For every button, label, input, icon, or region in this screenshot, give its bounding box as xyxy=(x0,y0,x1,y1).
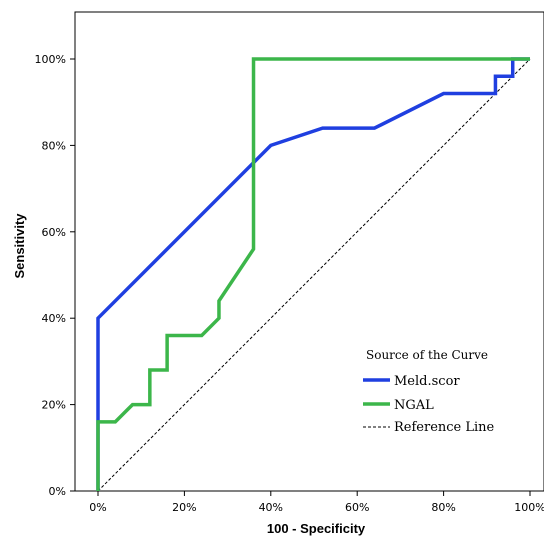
y-tick-label: 20% xyxy=(42,399,66,412)
x-tick-label: 0% xyxy=(89,501,106,514)
y-tick-label: 0% xyxy=(49,485,66,498)
series-line-ngal xyxy=(96,57,530,491)
x-axis-title: 100 - Specificity xyxy=(267,521,366,536)
x-tick-label: 40% xyxy=(259,501,283,514)
legend-title: Source of the Curve xyxy=(366,348,488,362)
y-tick-label: 100% xyxy=(35,53,66,66)
legend: Source of the Curve Meld.scor NGAL Refer… xyxy=(363,348,495,435)
y-tick-label: 80% xyxy=(42,139,66,152)
ticks-layer: 0% 20% 40% 60% 80% 100% 0% 20% 40% 60% 80% 100% xyxy=(35,53,544,514)
legend-label-reference: Reference Line xyxy=(394,420,495,435)
x-tick-label: 80% xyxy=(431,501,455,514)
series-line-reference-line xyxy=(97,58,531,492)
y-tick-label: 40% xyxy=(42,312,66,325)
y-tick-label: 60% xyxy=(42,226,66,239)
y-axis-title: Sensitivity xyxy=(12,213,27,279)
x-tick-label: 100% xyxy=(514,501,544,514)
legend-label-meld: Meld.scor xyxy=(394,374,460,389)
x-tick-label: 20% xyxy=(172,501,196,514)
series-layer xyxy=(96,57,531,492)
series-line-meld-scor xyxy=(96,57,530,491)
x-tick-label: 60% xyxy=(345,501,369,514)
legend-label-ngal: NGAL xyxy=(394,398,434,413)
